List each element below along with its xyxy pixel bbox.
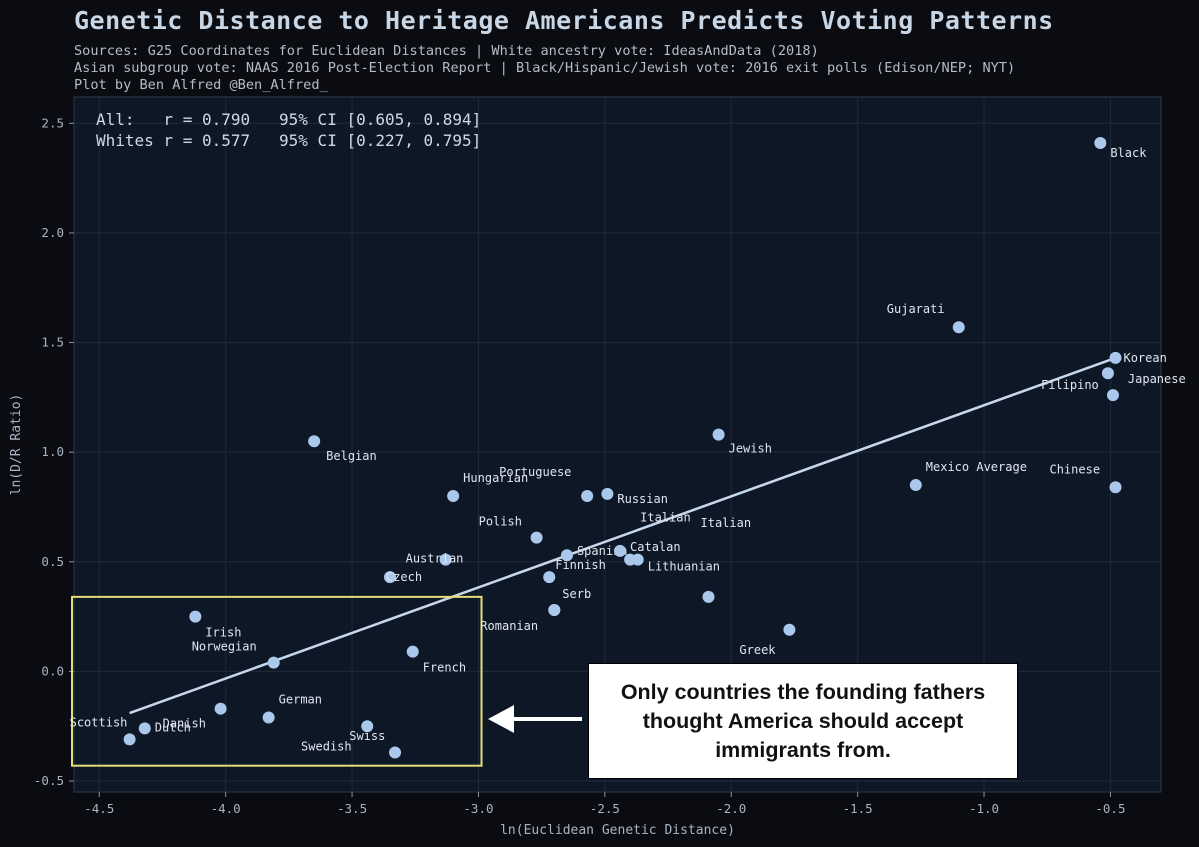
point-label: Belgian — [326, 449, 377, 463]
x-axis-label: ln(Euclidean Genetic Distance) — [500, 823, 735, 838]
y-tick-label: 2.5 — [41, 115, 64, 130]
source-line-1: Sources: G25 Coordinates for Euclidean D… — [74, 43, 819, 59]
point-label: Romanian — [480, 619, 538, 633]
data-point — [548, 604, 561, 617]
point-label: Filipino — [1041, 378, 1099, 392]
data-point — [909, 479, 922, 492]
point-label: Portuguese — [499, 465, 571, 479]
point-label: Lithuanian — [648, 560, 720, 574]
point-label: Norwegian — [192, 640, 257, 654]
source-line-2: Asian subgroup vote: NAAS 2016 Post-Elec… — [74, 60, 1016, 76]
point-label: Serb — [562, 587, 591, 601]
x-tick-label: -4.5 — [84, 801, 114, 816]
x-tick-label: -1.0 — [969, 801, 999, 816]
point-label: Dutch — [155, 720, 191, 734]
point-label: French — [423, 661, 466, 675]
x-tick-label: -0.5 — [1095, 801, 1125, 816]
point-label: Jewish — [729, 442, 772, 456]
point-label: Mexico Average — [926, 460, 1027, 474]
point-label: Spanish — [577, 544, 628, 558]
point-label: Black — [1110, 146, 1147, 160]
point-label: Danish — [163, 717, 206, 731]
data-point — [1101, 367, 1114, 380]
y-tick-label: 0.0 — [41, 663, 64, 678]
x-tick-label: -1.5 — [843, 801, 873, 816]
point-label: Chinese — [1049, 462, 1100, 476]
chart-title: Genetic Distance to Heritage Americans P… — [74, 6, 1054, 35]
point-label: Swedish — [301, 740, 352, 754]
x-tick-label: -3.5 — [337, 801, 367, 816]
point-label: Greek — [739, 643, 776, 657]
data-point — [560, 549, 573, 562]
point-label: Austrian — [406, 552, 464, 566]
data-point — [189, 610, 202, 623]
correlation-stat: All: r = 0.790 95% CI [0.605, 0.894] — [96, 110, 481, 129]
data-point — [308, 435, 321, 448]
callout-box: Only countries the founding fathers thou… — [588, 663, 1018, 779]
data-point — [1094, 137, 1107, 150]
point-label: Hungarian — [463, 471, 528, 485]
data-point — [1109, 351, 1122, 364]
point-label: German — [279, 692, 322, 706]
data-point — [712, 428, 725, 441]
data-point — [952, 321, 965, 334]
point-label: Gujarati — [887, 302, 945, 316]
data-point — [543, 571, 556, 584]
data-point — [389, 746, 402, 759]
data-point — [439, 553, 452, 566]
data-point — [702, 590, 715, 603]
highlight-box — [71, 595, 483, 767]
data-point — [783, 623, 796, 636]
data-point — [447, 490, 460, 503]
data-point — [601, 487, 614, 500]
y-tick-label: -0.5 — [34, 773, 64, 788]
point-label: Swiss — [349, 729, 385, 743]
point-label: Scottish — [70, 715, 128, 729]
data-point — [581, 490, 594, 503]
data-point — [530, 531, 543, 544]
point-label: Catalan — [630, 540, 681, 554]
correlation-stat: Whites r = 0.577 95% CI [0.227, 0.795] — [96, 131, 481, 150]
data-point — [383, 571, 396, 584]
data-point — [361, 720, 374, 733]
point-label: Korean — [1123, 351, 1166, 365]
point-label: Irish — [205, 626, 241, 640]
point-label: Italian — [640, 511, 691, 525]
y-tick-label: 2.0 — [41, 225, 64, 240]
data-point — [267, 656, 280, 669]
source-line-3: Plot by Ben Alfred @Ben_Alfred_ — [74, 77, 328, 93]
y-tick-label: 0.5 — [41, 554, 64, 569]
arrow-head — [488, 705, 514, 733]
y-axis-label: ln(D/R Ratio) — [9, 394, 24, 496]
data-point — [614, 544, 627, 557]
sources-block: Sources: G25 Coordinates for Euclidean D… — [74, 43, 1015, 94]
data-point — [214, 702, 227, 715]
data-point — [138, 722, 151, 735]
data-point — [123, 733, 136, 746]
point-label: Finnish — [555, 558, 606, 572]
data-point — [406, 645, 419, 658]
data-point — [1106, 389, 1119, 402]
point-label: Italian — [701, 516, 752, 530]
y-tick-label: 1.5 — [41, 335, 64, 350]
point-label: Czech — [386, 570, 422, 584]
point-label: Russian — [617, 492, 668, 506]
point-label: Polish — [479, 515, 522, 529]
x-tick-label: -2.0 — [716, 801, 746, 816]
data-point — [624, 553, 637, 566]
x-tick-label: -4.0 — [211, 801, 241, 816]
point-label: Japanese — [1128, 372, 1186, 386]
y-tick-label: 1.0 — [41, 444, 64, 459]
data-point — [1109, 481, 1122, 494]
regression-line — [129, 356, 1116, 715]
x-tick-label: -2.5 — [590, 801, 620, 816]
x-tick-label: -3.0 — [463, 801, 493, 816]
data-point — [262, 711, 275, 724]
